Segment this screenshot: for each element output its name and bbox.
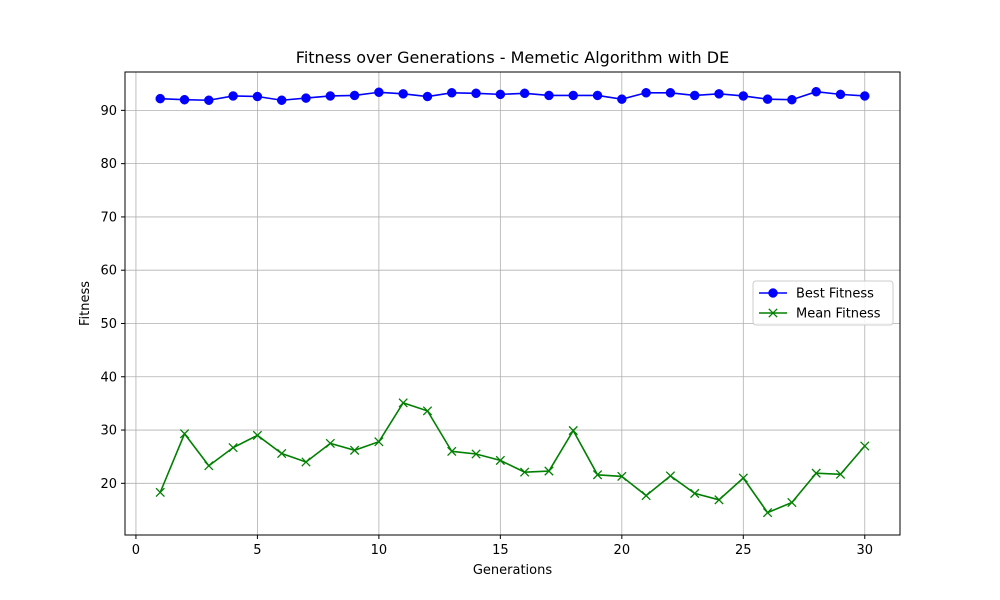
mean-fitness-point — [738, 473, 748, 483]
y-tick-label: 80 — [100, 157, 117, 172]
best-fitness-point — [374, 87, 384, 97]
mean-fitness-point — [811, 468, 821, 478]
mean-fitness-point — [179, 429, 190, 439]
mean-fitness-point — [228, 442, 238, 453]
best-fitness-point — [276, 95, 287, 105]
best-fitness-point — [714, 89, 724, 99]
legend-best-fitness-marker — [768, 288, 778, 298]
best-fitness-point — [641, 88, 651, 98]
mean-fitness-point — [155, 487, 165, 498]
best-fitness-point — [325, 91, 336, 101]
mean-fitness-point — [860, 441, 870, 451]
best-fitness-point — [155, 93, 165, 104]
x-tick-label: 20 — [614, 543, 631, 558]
y-tick-label: 20 — [100, 477, 117, 492]
mean-fitness-point — [252, 430, 263, 441]
mean-fitness-point — [301, 457, 311, 467]
mean-fitness-point — [519, 467, 530, 477]
best-fitness-point — [665, 88, 676, 98]
mean-fitness-point — [787, 497, 797, 508]
x-tick-label: 25 — [735, 543, 752, 558]
legend-mean-fitness-label: Mean Fitness — [796, 307, 881, 322]
best-fitness-point — [787, 94, 797, 105]
best-fitness-point — [835, 89, 846, 100]
best-fitness-point — [689, 90, 700, 101]
x-tick-label: 10 — [371, 543, 388, 558]
best-fitness-point — [398, 89, 408, 99]
y-tick-label: 60 — [100, 264, 117, 279]
best-fitness-point — [179, 94, 190, 105]
mean-fitness-point — [398, 398, 408, 408]
best-fitness-point — [544, 90, 554, 101]
mean-fitness-point — [277, 448, 287, 459]
best-fitness-point — [252, 91, 263, 102]
mean-fitness-point — [665, 471, 676, 481]
mean-fitness-point — [714, 495, 724, 505]
mean-fitness-point — [690, 488, 700, 499]
mean-fitness-point — [592, 470, 603, 480]
best-fitness-point — [811, 86, 821, 97]
mean-fitness-point — [495, 455, 506, 466]
axes: 0 5 10 15 20 25 30 20 30 40 50 60 70 80 90 — [100, 104, 873, 558]
mean-fitness-point — [568, 425, 578, 436]
mean-fitness-point — [835, 469, 846, 479]
best-fitness-point — [228, 91, 238, 101]
mean-fitness-point — [204, 461, 214, 471]
mean-fitness-point — [325, 438, 335, 449]
best-fitness-point — [447, 88, 457, 98]
series-group — [155, 86, 870, 518]
x-axis-label: Generations — [473, 563, 553, 578]
mean-fitness-point — [471, 449, 481, 459]
best-fitness-point — [519, 88, 530, 99]
best-fitness-point — [762, 94, 773, 104]
mean-fitness-point — [762, 507, 773, 518]
y-tick-label: 50 — [100, 317, 117, 332]
best-fitness-point — [349, 90, 360, 101]
y-tick-label: 30 — [100, 424, 117, 439]
mean-fitness-point — [349, 445, 360, 455]
y-tick-label: 70 — [100, 210, 117, 225]
y-tick-label: 40 — [100, 370, 117, 385]
mean-fitness-point — [617, 471, 627, 482]
best-fitness-point — [617, 94, 627, 104]
legend-best-fitness-label: Best Fitness — [796, 287, 874, 302]
y-tick-label: 90 — [100, 104, 117, 119]
best-fitness-point — [495, 89, 506, 100]
best-fitness-point — [204, 95, 214, 105]
chart-title: Fitness over Generations - Memetic Algor… — [296, 48, 729, 67]
best-fitness-point — [568, 90, 578, 101]
x-tick-label: 15 — [492, 543, 509, 558]
mean-fitness-line — [159, 401, 866, 514]
best-fitness-point — [860, 91, 870, 101]
best-fitness-point — [738, 91, 749, 101]
mean-fitness-point — [447, 446, 457, 457]
mean-fitness-point — [544, 466, 554, 476]
plot-area-frame — [124, 71, 901, 536]
mean-fitness-point — [374, 437, 384, 447]
best-fitness-point — [301, 93, 311, 103]
legend: Best Fitness Mean Fitness — [752, 280, 894, 326]
mean-fitness-point — [422, 406, 433, 416]
y-axis-label: Fitness — [78, 281, 93, 326]
legend-mean-fitness-marker — [768, 308, 778, 318]
best-fitness-point — [592, 90, 603, 101]
x-tick-label: 5 — [253, 543, 261, 558]
mean-fitness-point — [641, 490, 651, 501]
legend-box — [752, 280, 894, 326]
best-fitness-point — [422, 91, 433, 102]
x-tick-label: 30 — [856, 543, 873, 558]
best-fitness-point — [471, 88, 481, 99]
x-tick-label: 0 — [132, 543, 140, 558]
